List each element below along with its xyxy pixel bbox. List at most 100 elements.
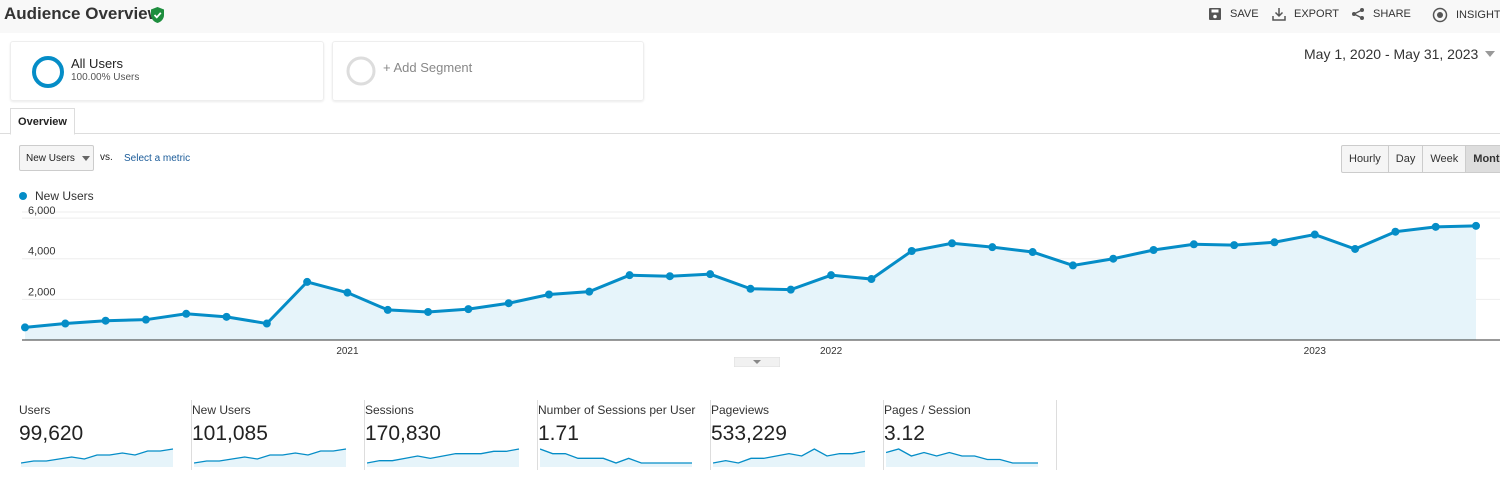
metric-dropdown[interactable]: New Users [19, 145, 94, 171]
metric-label: Pages / Session [884, 403, 971, 417]
select-metric[interactable]: Select a metric [124, 153, 191, 164]
add-segment-card[interactable]: + Add Segment [332, 41, 644, 101]
export-button[interactable]: EXPORT [1272, 7, 1339, 21]
data-point[interactable] [61, 319, 70, 328]
segment-detail: 100.00% Users [71, 72, 140, 83]
data-point[interactable] [1230, 241, 1239, 250]
data-point[interactable] [182, 309, 191, 318]
data-point[interactable] [424, 307, 433, 316]
granularity-group: HourlyDayWeekMonth [1341, 145, 1500, 173]
segment-ring [32, 56, 64, 88]
sparkline [713, 448, 866, 467]
data-point[interactable] [746, 284, 755, 293]
data-point[interactable] [585, 287, 594, 296]
x-tick-label: 2022 [820, 346, 843, 357]
data-point[interactable] [907, 247, 916, 256]
metric-label: Number of Sessions per User [538, 403, 696, 417]
insights-button[interactable]: INSIGHTS [1432, 7, 1500, 23]
data-point[interactable] [262, 319, 271, 328]
metric-label: Users [19, 403, 51, 417]
data-point[interactable] [625, 271, 634, 280]
data-point[interactable] [1068, 261, 1077, 270]
add-segment: + Add Segment [383, 60, 473, 75]
dropdown-arrow [82, 156, 90, 161]
data-point[interactable] [504, 299, 513, 308]
metric-card[interactable]: Number of Sessions per User 1.71 [538, 400, 711, 470]
data-point[interactable] [1431, 222, 1440, 231]
segment-ring [346, 56, 376, 86]
data-point[interactable] [303, 277, 312, 286]
data-point[interactable] [101, 316, 110, 325]
granularity-button[interactable]: Month [1466, 146, 1500, 172]
data-point[interactable] [867, 275, 876, 284]
granularity-button[interactable]: Hourly [1342, 146, 1389, 172]
tab[interactable]: Overview [10, 108, 75, 135]
line-chart: New Users 2,000 4,000 6,000 2021 2022 2023 [19, 189, 1500, 357]
metric-label: New Users [192, 403, 251, 417]
metric-card[interactable]: Users 99,620 [19, 400, 192, 470]
verified-icon [151, 7, 164, 23]
sparkline [886, 448, 1038, 467]
sparkline-line [367, 448, 520, 464]
page-title: Audience Overview [4, 4, 161, 23]
sparkline [194, 448, 347, 467]
sparkline [367, 448, 520, 467]
action-label: SAVE [1230, 8, 1259, 20]
data-point[interactable] [1189, 240, 1198, 249]
metric-card[interactable]: Pageviews 533,229 [711, 400, 884, 470]
sparkline-area [540, 449, 692, 467]
metric-value: 3.12 [884, 422, 925, 445]
segment-name: All Users [71, 56, 124, 71]
sparkline-line [194, 448, 347, 464]
sparkline-line [713, 448, 866, 464]
collapse-handle[interactable] [734, 357, 780, 367]
data-point[interactable] [827, 271, 836, 280]
granularity-button[interactable]: Week [1423, 146, 1467, 172]
data-point[interactable] [141, 315, 150, 324]
header-bar [0, 0, 1500, 33]
data-point[interactable] [988, 243, 997, 252]
segment-card[interactable]: All Users 100.00% Users [10, 41, 324, 101]
sparkline-area [713, 449, 865, 467]
data-point[interactable] [1310, 230, 1319, 239]
action-label: EXPORT [1294, 8, 1340, 20]
granularity-button[interactable]: Day [1389, 146, 1424, 172]
metric-card[interactable]: Pages / Session 3.12 [884, 400, 1057, 470]
save-button[interactable]: SAVE [1208, 7, 1259, 21]
action-label: SHARE [1373, 8, 1411, 20]
metric-label: Pageviews [711, 403, 770, 417]
tab-rule [0, 133, 1500, 134]
date-range[interactable]: May 1, 2020 - May 31, 2023 [1304, 46, 1479, 62]
share-button[interactable]: SHARE [1351, 7, 1411, 21]
y-tick-label: 6,000 [28, 205, 56, 217]
x-tick-label: 2023 [1304, 346, 1327, 357]
sparkline [540, 448, 692, 467]
data-point[interactable] [1270, 238, 1279, 247]
metric-value: 99,620 [19, 422, 84, 445]
data-point[interactable] [665, 272, 674, 281]
metric-card[interactable]: New Users 101,085 [192, 400, 365, 470]
data-point[interactable] [343, 288, 352, 297]
data-point[interactable] [222, 312, 231, 321]
sparkline [21, 448, 174, 467]
metric-name: New Users [26, 153, 75, 164]
data-point[interactable] [706, 270, 715, 279]
y-tick-label: 2,000 [28, 286, 56, 298]
data-point[interactable] [464, 305, 473, 314]
metric-card[interactable]: Sessions 170,830 [365, 400, 538, 470]
data-point[interactable] [1109, 254, 1118, 263]
data-point[interactable] [1351, 244, 1360, 253]
data-point[interactable] [948, 239, 957, 248]
data-point[interactable] [544, 290, 553, 299]
data-point[interactable] [1028, 248, 1037, 257]
data-point[interactable] [1472, 221, 1480, 230]
data-point[interactable] [786, 285, 795, 294]
data-point[interactable] [1391, 227, 1400, 236]
sparkline-area [367, 449, 519, 467]
data-point[interactable] [1149, 245, 1158, 254]
sparkline-line [540, 448, 692, 464]
data-point[interactable] [383, 305, 392, 314]
sparkline-area [886, 449, 1038, 467]
data-point[interactable] [21, 323, 29, 332]
